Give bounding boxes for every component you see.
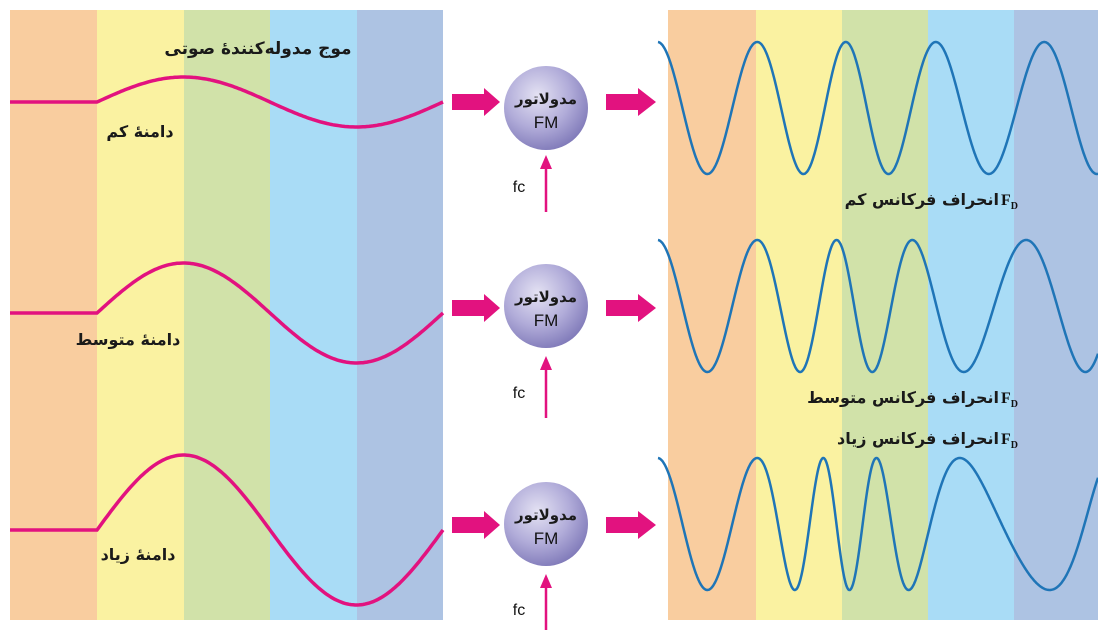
audio-band-1 <box>10 10 97 620</box>
deviation-label-high: انحراف فرکانس زیاد FD <box>837 429 1018 451</box>
diagram-title: موج مدوله‌کنندهٔ صوتی <box>164 39 351 59</box>
fm-wave-high <box>657 456 1098 592</box>
fm-wave-medium <box>657 238 1098 374</box>
modulator-label-medium: مدولاتور <box>514 288 577 306</box>
output-arrow-low <box>606 88 656 116</box>
audio-band-2 <box>97 10 184 620</box>
fm-band-4 <box>928 10 1014 620</box>
input-arrow-low <box>452 88 500 116</box>
audio-wave-medium <box>10 261 445 365</box>
output-arrow-medium <box>606 294 656 322</box>
audio-band-3 <box>184 10 270 620</box>
carrier-label-low: fc <box>513 179 525 196</box>
fm-modulator-high <box>504 482 588 566</box>
input-arrow-high <box>452 511 500 539</box>
fm-band-2 <box>756 10 842 620</box>
fm-modulator-low <box>504 66 588 150</box>
deviation-label-medium: انحراف فرکانس متوسط FD <box>807 388 1018 410</box>
modulator-fm-high: FM <box>534 529 559 548</box>
fm-wave-low <box>657 40 1098 176</box>
carrier-label-high: fc <box>513 602 525 619</box>
row-low: دامنهٔ کم مدولاتور FM fc انحراف فرکانس ک… <box>10 40 1098 212</box>
audio-wave-high <box>10 453 445 607</box>
fm-modulator-medium <box>504 264 588 348</box>
carrier-arrow-head-low <box>540 155 552 169</box>
input-arrow-medium <box>452 294 500 322</box>
fm-panel-bands <box>668 10 1098 620</box>
amplitude-label-medium: دامنهٔ متوسط <box>76 330 181 349</box>
modulator-fm-medium: FM <box>534 311 559 330</box>
audio-band-5 <box>357 10 443 620</box>
audio-panel-bands <box>10 10 443 620</box>
deviation-label-low: انحراف فرکانس کم FD <box>845 190 1018 212</box>
carrier-arrow-head-medium <box>540 356 552 370</box>
amplitude-label-low: دامنهٔ کم <box>106 122 173 141</box>
row-medium: دامنهٔ متوسط مدولاتور FM fc انحراف فرکان… <box>10 238 1098 418</box>
audio-wave-low <box>10 75 444 129</box>
carrier-arrow-head-high <box>540 574 552 588</box>
modulator-label-low: مدولاتور <box>514 90 577 108</box>
output-arrow-high <box>606 511 656 539</box>
modulator-fm-low: FM <box>534 113 559 132</box>
audio-band-4 <box>270 10 357 620</box>
row-high: دامنهٔ زیاد مدولاتور FM fc انحراف فرکانس… <box>10 429 1098 630</box>
amplitude-label-high: دامنهٔ زیاد <box>101 545 176 564</box>
carrier-label-medium: fc <box>513 385 525 402</box>
modulator-label-high: مدولاتور <box>514 506 577 524</box>
fm-band-5 <box>1014 10 1098 620</box>
